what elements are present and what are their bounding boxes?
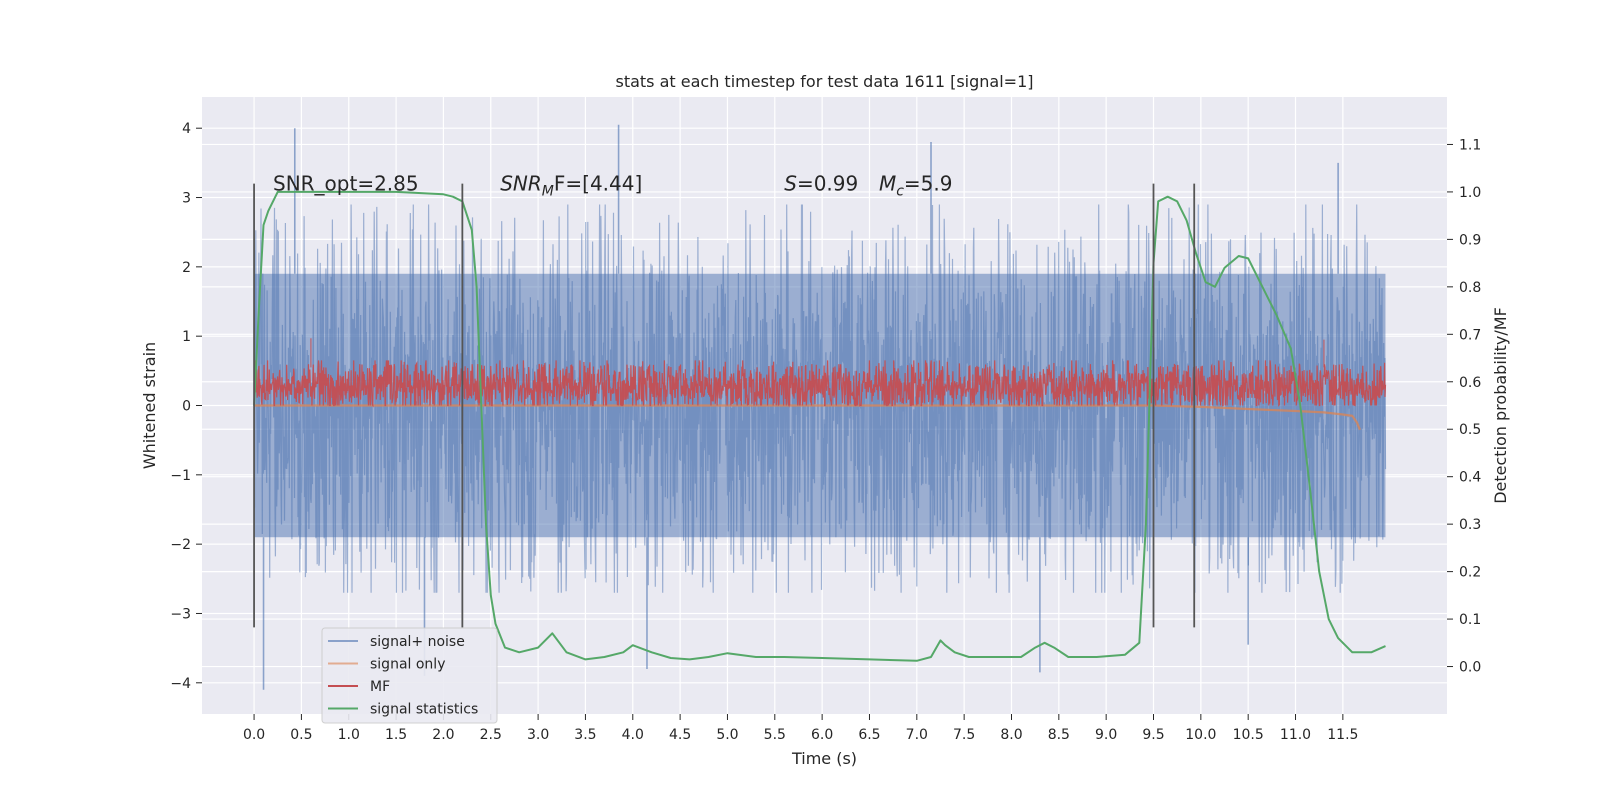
x-tick-label: 1.0 [338,727,360,743]
legend-label: MF [370,679,390,695]
x-tick-label: 3.0 [527,727,549,743]
chart-title: stats at each timestep for test data 161… [615,72,1033,91]
y-right-axis-label: Detection probability/MF [1491,307,1510,504]
annotation: S=0.99 [784,172,858,196]
y-right-tick-label: 0.1 [1459,612,1481,628]
x-tick-label: 6.5 [858,727,880,743]
y-tick-label: −2 [170,537,191,553]
y-tick-label: −3 [170,606,191,622]
x-tick-label: 10.5 [1233,727,1264,743]
y-right-tick-label: 0.4 [1459,470,1481,486]
x-tick-label: 4.0 [622,727,644,743]
y-right-tick-label: 0.3 [1459,517,1481,533]
x-tick-label: 9.0 [1095,727,1117,743]
x-tick-label: 11.0 [1280,727,1311,743]
x-tick-label: 0.5 [290,727,312,743]
legend-label: signal statistics [370,702,478,718]
x-tick-label: 0.0 [243,727,265,743]
annotation: Mc=5.9 [879,172,953,200]
y-tick-label: −1 [170,468,191,484]
y-tick-label: 2 [182,260,191,276]
y-axis: −4 −3 −2 −1 0 1 2 3 4 [170,121,202,692]
x-tick-label: 3.5 [574,727,596,743]
series-line [254,404,1361,431]
x-tick-label: 9.5 [1142,727,1164,743]
x-axis-label: Time (s) [791,749,857,768]
y-right-tick-label: 0.9 [1459,232,1481,248]
annotations: SNR_opt=2.85 SNRMF=[4.44] S=0.99 Mc=5.9 [273,172,952,200]
x-tick-label: 2.5 [480,727,502,743]
y-right-axis: 0.0 0.1 0.2 0.3 0.4 0.5 0.6 0.7 0.8 0.9 1.0 1.1 [1447,137,1481,676]
x-tick-label: 4.5 [669,727,691,743]
x-tick-label: 2.0 [432,727,454,743]
x-tick-label: 1.5 [385,727,407,743]
mf-trace [253,360,1387,408]
y-right-tick-label: 1.0 [1459,185,1481,201]
y-axis-label: Whitened strain [140,342,159,469]
y-right-tick-label: 0.5 [1459,422,1481,438]
y-right-tick-label: 0.7 [1459,327,1481,343]
annotation: SNR_opt=2.85 [273,172,419,196]
annotation: SNRMF=[4.44] [500,172,642,200]
y-tick-label: 0 [182,399,191,415]
vertical-markers [253,183,1196,628]
x-tick-label: 6.0 [811,727,833,743]
series-signal-only [254,404,1361,431]
legend-box [321,627,498,724]
y-right-tick-label: 0.2 [1459,565,1481,581]
y-tick-label: −4 [170,676,191,692]
y-right-tick-label: 0.0 [1459,660,1481,676]
x-tick-label: 7.0 [906,727,928,743]
y-right-tick-label: 1.1 [1459,137,1481,153]
y-tick-label: 4 [182,121,191,137]
series-signal-statistics [253,190,1386,662]
x-tick-label: 5.0 [716,727,738,743]
series-line [253,190,1386,662]
y-right-tick-label: 0.8 [1459,280,1481,296]
plot-content [253,124,1387,690]
x-tick-label: 5.5 [764,727,786,743]
y-tick-label: 1 [182,329,191,345]
x-tick-label: 7.5 [953,727,975,743]
x-tick-label: 10.0 [1185,727,1216,743]
legend: signal+ noise signal only MF signal statist… [321,627,498,724]
y-right-tick-label: 0.6 [1459,375,1481,391]
x-tick-label: 8.5 [1048,727,1070,743]
x-tick-label: 8.0 [1000,727,1022,743]
x-tick-label: 11.5 [1327,727,1358,743]
x-axis: 0.0 0.5 1.0 1.5 2.0 2.5 3.0 3.5 4.0 4.5 5.0 5.5 6.0 6… [243,714,1358,743]
legend-label: signal only [370,657,445,673]
y-tick-label: 3 [182,191,191,207]
legend-label: signal+ noise [370,634,465,650]
series-mf [253,338,1387,408]
